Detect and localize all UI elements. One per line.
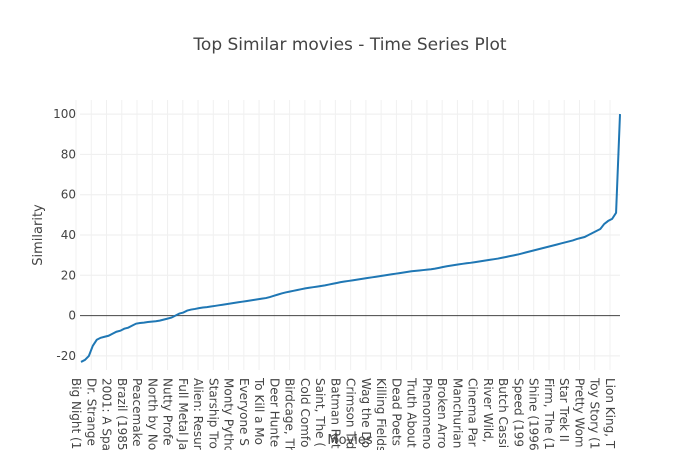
x-tick-label: Shine (1996 xyxy=(527,378,541,450)
x-tick-label: Alien: Resur xyxy=(191,378,205,450)
y-tick-label: 0 xyxy=(68,309,76,323)
x-tick-label: Pretty Wom xyxy=(572,378,586,448)
y-tick-label: 100 xyxy=(53,107,76,121)
x-tick-label: Killing Fields xyxy=(374,378,388,450)
x-axis-title: Movies xyxy=(327,433,372,448)
x-tick-label: Firm, The (1 xyxy=(542,378,556,450)
x-tick-label: 2001: A Spa xyxy=(100,378,114,450)
x-tick-label: Saint, The ( xyxy=(313,378,327,447)
x-tick-label: Monty Pytho xyxy=(222,378,236,450)
x-tick-label: Starship Tro xyxy=(206,378,220,449)
x-tick-label: Nutty Profe xyxy=(161,378,175,446)
x-tick-label: Crimson Tid xyxy=(344,378,358,449)
x-axis-ticks: Big Night (1 Dr. Strange 2001: A Spa Brazil… xyxy=(69,377,617,450)
x-tick-label: Phenomeno xyxy=(420,378,434,449)
x-tick-label: Wag the Do xyxy=(359,378,373,448)
x-tick-label: Deer Hunte xyxy=(267,378,281,447)
x-tick-label: North by No xyxy=(145,378,159,450)
y-axis-title: Similarity xyxy=(31,204,46,266)
x-tick-label: To Kill a Mo xyxy=(252,377,266,445)
y-tick-label: 80 xyxy=(61,147,76,161)
x-tick-label: Cinema Par xyxy=(466,378,480,447)
x-tick-label: Manchurian xyxy=(450,378,464,448)
x-tick-label: Cold Comfo xyxy=(298,378,312,447)
x-tick-label: Dead Poets xyxy=(389,378,403,446)
x-tick-label: Star Trek II xyxy=(557,378,571,442)
x-tick-label: Brazil (1985 xyxy=(115,378,129,450)
x-tick-label: Birdcage, Th xyxy=(283,378,297,450)
chart-title: Top Similar movies - Time Series Plot xyxy=(192,35,506,55)
x-tick-label: Speed (199 xyxy=(511,378,525,447)
x-tick-label: Toy Story (1 xyxy=(588,377,602,449)
x-tick-label: River Wild, xyxy=(481,378,495,443)
x-tick-label: Truth About xyxy=(405,377,419,448)
y-axis-ticks: -20 0 20 40 60 80 100 xyxy=(53,107,76,363)
y-tick-label: 40 xyxy=(61,228,76,242)
x-tick-label: Lion King, T xyxy=(603,378,617,449)
x-tick-label: Butch Cassi xyxy=(496,378,510,448)
y-tick-label: 20 xyxy=(61,268,76,282)
x-tick-label: Peacemake xyxy=(130,378,144,446)
grid xyxy=(75,100,620,370)
y-tick-label: -20 xyxy=(56,349,76,363)
x-tick-label: Dr. Strange xyxy=(84,378,98,446)
x-tick-label: Batman Ret xyxy=(328,378,342,449)
x-tick-label: Everyone S xyxy=(237,378,251,446)
x-tick-label: Broken Arro xyxy=(435,378,449,449)
series-line xyxy=(80,114,621,363)
y-tick-label: 60 xyxy=(61,188,76,202)
x-tick-label: Full Metal Ja xyxy=(176,378,190,450)
x-tick-label: Big Night (1 xyxy=(69,378,83,449)
